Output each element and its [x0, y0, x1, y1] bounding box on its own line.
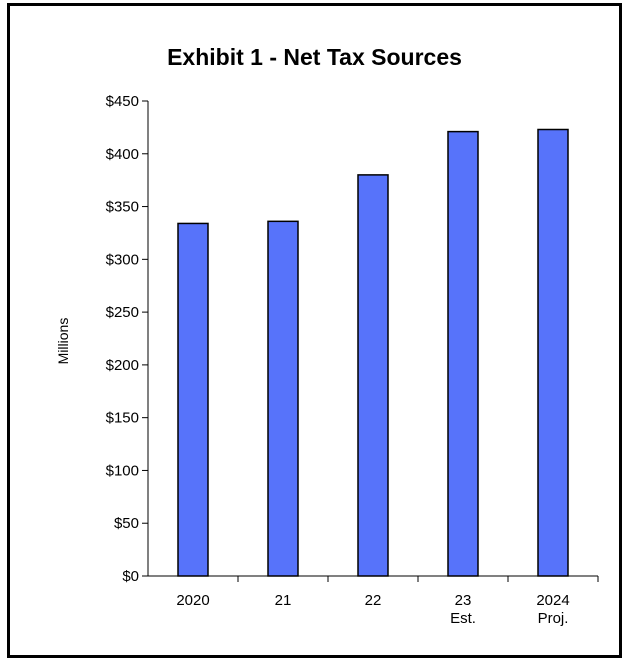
x-tick-label-line: Proj.	[538, 610, 569, 627]
y-tick-label: $100	[106, 462, 139, 479]
x-tick-label: 2024 Proj.	[536, 592, 569, 627]
y-tick-label: $450	[106, 93, 139, 110]
x-tick-label-line: 2024	[536, 592, 569, 609]
y-axis: $0 $50 $100 $150 $200 $250 $300 $350 $400 $450	[106, 93, 149, 585]
y-tick-label: $50	[114, 515, 139, 532]
x-tick-label-line: 2020	[176, 592, 209, 609]
x-tick-label: 23 Est.	[450, 592, 476, 627]
bar-4	[447, 130, 479, 577]
x-tick-label: 22	[365, 592, 382, 609]
bar-1	[177, 222, 209, 577]
x-axis: 2020 21 22 23 Est. 2024 Proj.	[148, 575, 599, 627]
y-tick-label: $150	[106, 410, 139, 427]
y-tick-label: $350	[106, 199, 139, 216]
y-tick-label: $250	[106, 304, 139, 321]
chart-frame: Exhibit 1 - Net Tax Sources	[7, 3, 622, 658]
x-tick-label-line: 21	[275, 592, 292, 609]
bar-5	[537, 128, 569, 577]
y-tick-label: $0	[122, 568, 139, 585]
chart-title: Exhibit 1 - Net Tax Sources	[167, 44, 462, 70]
x-tick-label: 21	[275, 592, 292, 609]
y-tick-label: $300	[106, 251, 139, 268]
bar-3	[357, 174, 389, 577]
x-tick-label-line: 22	[365, 592, 382, 609]
x-tick-label: 2020	[176, 592, 209, 609]
y-axis-label: Millions	[55, 318, 71, 365]
x-tick-label-line: 23	[455, 592, 472, 609]
y-tick-label: $200	[106, 357, 139, 374]
x-tick-label-line: Est.	[450, 610, 476, 627]
bars	[177, 128, 569, 577]
y-tick-label: $400	[106, 146, 139, 163]
bar-2	[267, 220, 299, 577]
